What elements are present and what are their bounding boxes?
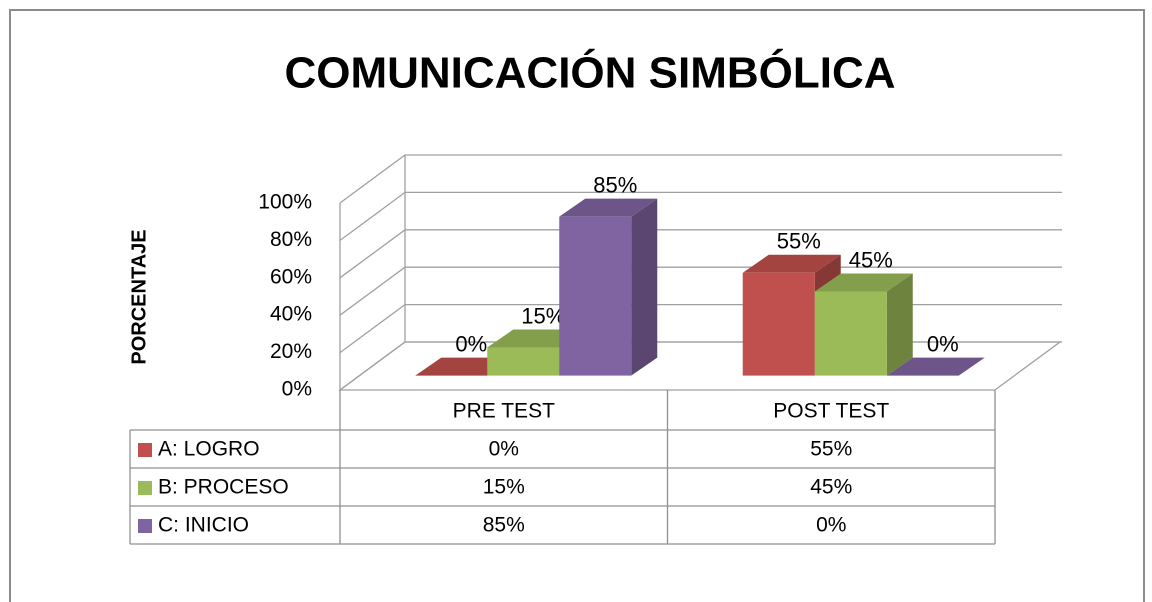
x-tick-label: POST TEST <box>773 400 889 423</box>
data-label: 0% <box>455 331 487 356</box>
data-label: 15% <box>521 303 565 328</box>
bar <box>742 272 815 376</box>
data-label: 55% <box>777 229 821 254</box>
bar-top <box>559 198 658 217</box>
y-axis-label: PORCENTAJE <box>128 229 150 364</box>
table-cell: 45% <box>810 476 852 499</box>
table-cell: 15% <box>483 476 525 499</box>
grid-line <box>339 154 1062 204</box>
chart-title: COMUNICACIÓN SIMBÓLICA <box>284 48 895 98</box>
table-cell: 85% <box>483 514 525 537</box>
data-label: 85% <box>593 172 637 197</box>
bar <box>487 347 560 376</box>
legend-label: B: PROCESO <box>158 476 289 499</box>
y-tick-label: 40% <box>270 303 312 326</box>
legend-swatch <box>138 443 152 457</box>
bar <box>814 291 887 376</box>
grid-line <box>339 266 1062 316</box>
table-cell: 55% <box>810 438 852 461</box>
table-cell: 0% <box>816 514 846 537</box>
legend-swatch <box>138 519 152 533</box>
grid-line <box>339 229 1062 279</box>
legend-label: A: LOGRO <box>158 438 260 461</box>
y-tick-label: 20% <box>270 340 312 363</box>
y-tick-label: 60% <box>270 265 312 288</box>
bar <box>559 216 632 376</box>
bar-top <box>742 254 841 273</box>
legend-swatch <box>138 481 152 495</box>
bar-top <box>886 357 985 376</box>
y-tick-label: 100% <box>258 191 312 214</box>
x-tick-label: PRE TEST <box>453 400 555 423</box>
bar-side <box>631 198 658 376</box>
y-tick-label: 0% <box>282 378 312 401</box>
bar-side <box>886 273 913 376</box>
bar-top <box>814 273 913 292</box>
table-cell: 0% <box>489 438 519 461</box>
y-tick-label: 80% <box>270 228 312 251</box>
grid-line <box>339 191 1062 241</box>
data-label: 0% <box>927 331 959 356</box>
legend-label: C: INICIO <box>158 514 249 537</box>
data-label: 45% <box>849 247 893 272</box>
